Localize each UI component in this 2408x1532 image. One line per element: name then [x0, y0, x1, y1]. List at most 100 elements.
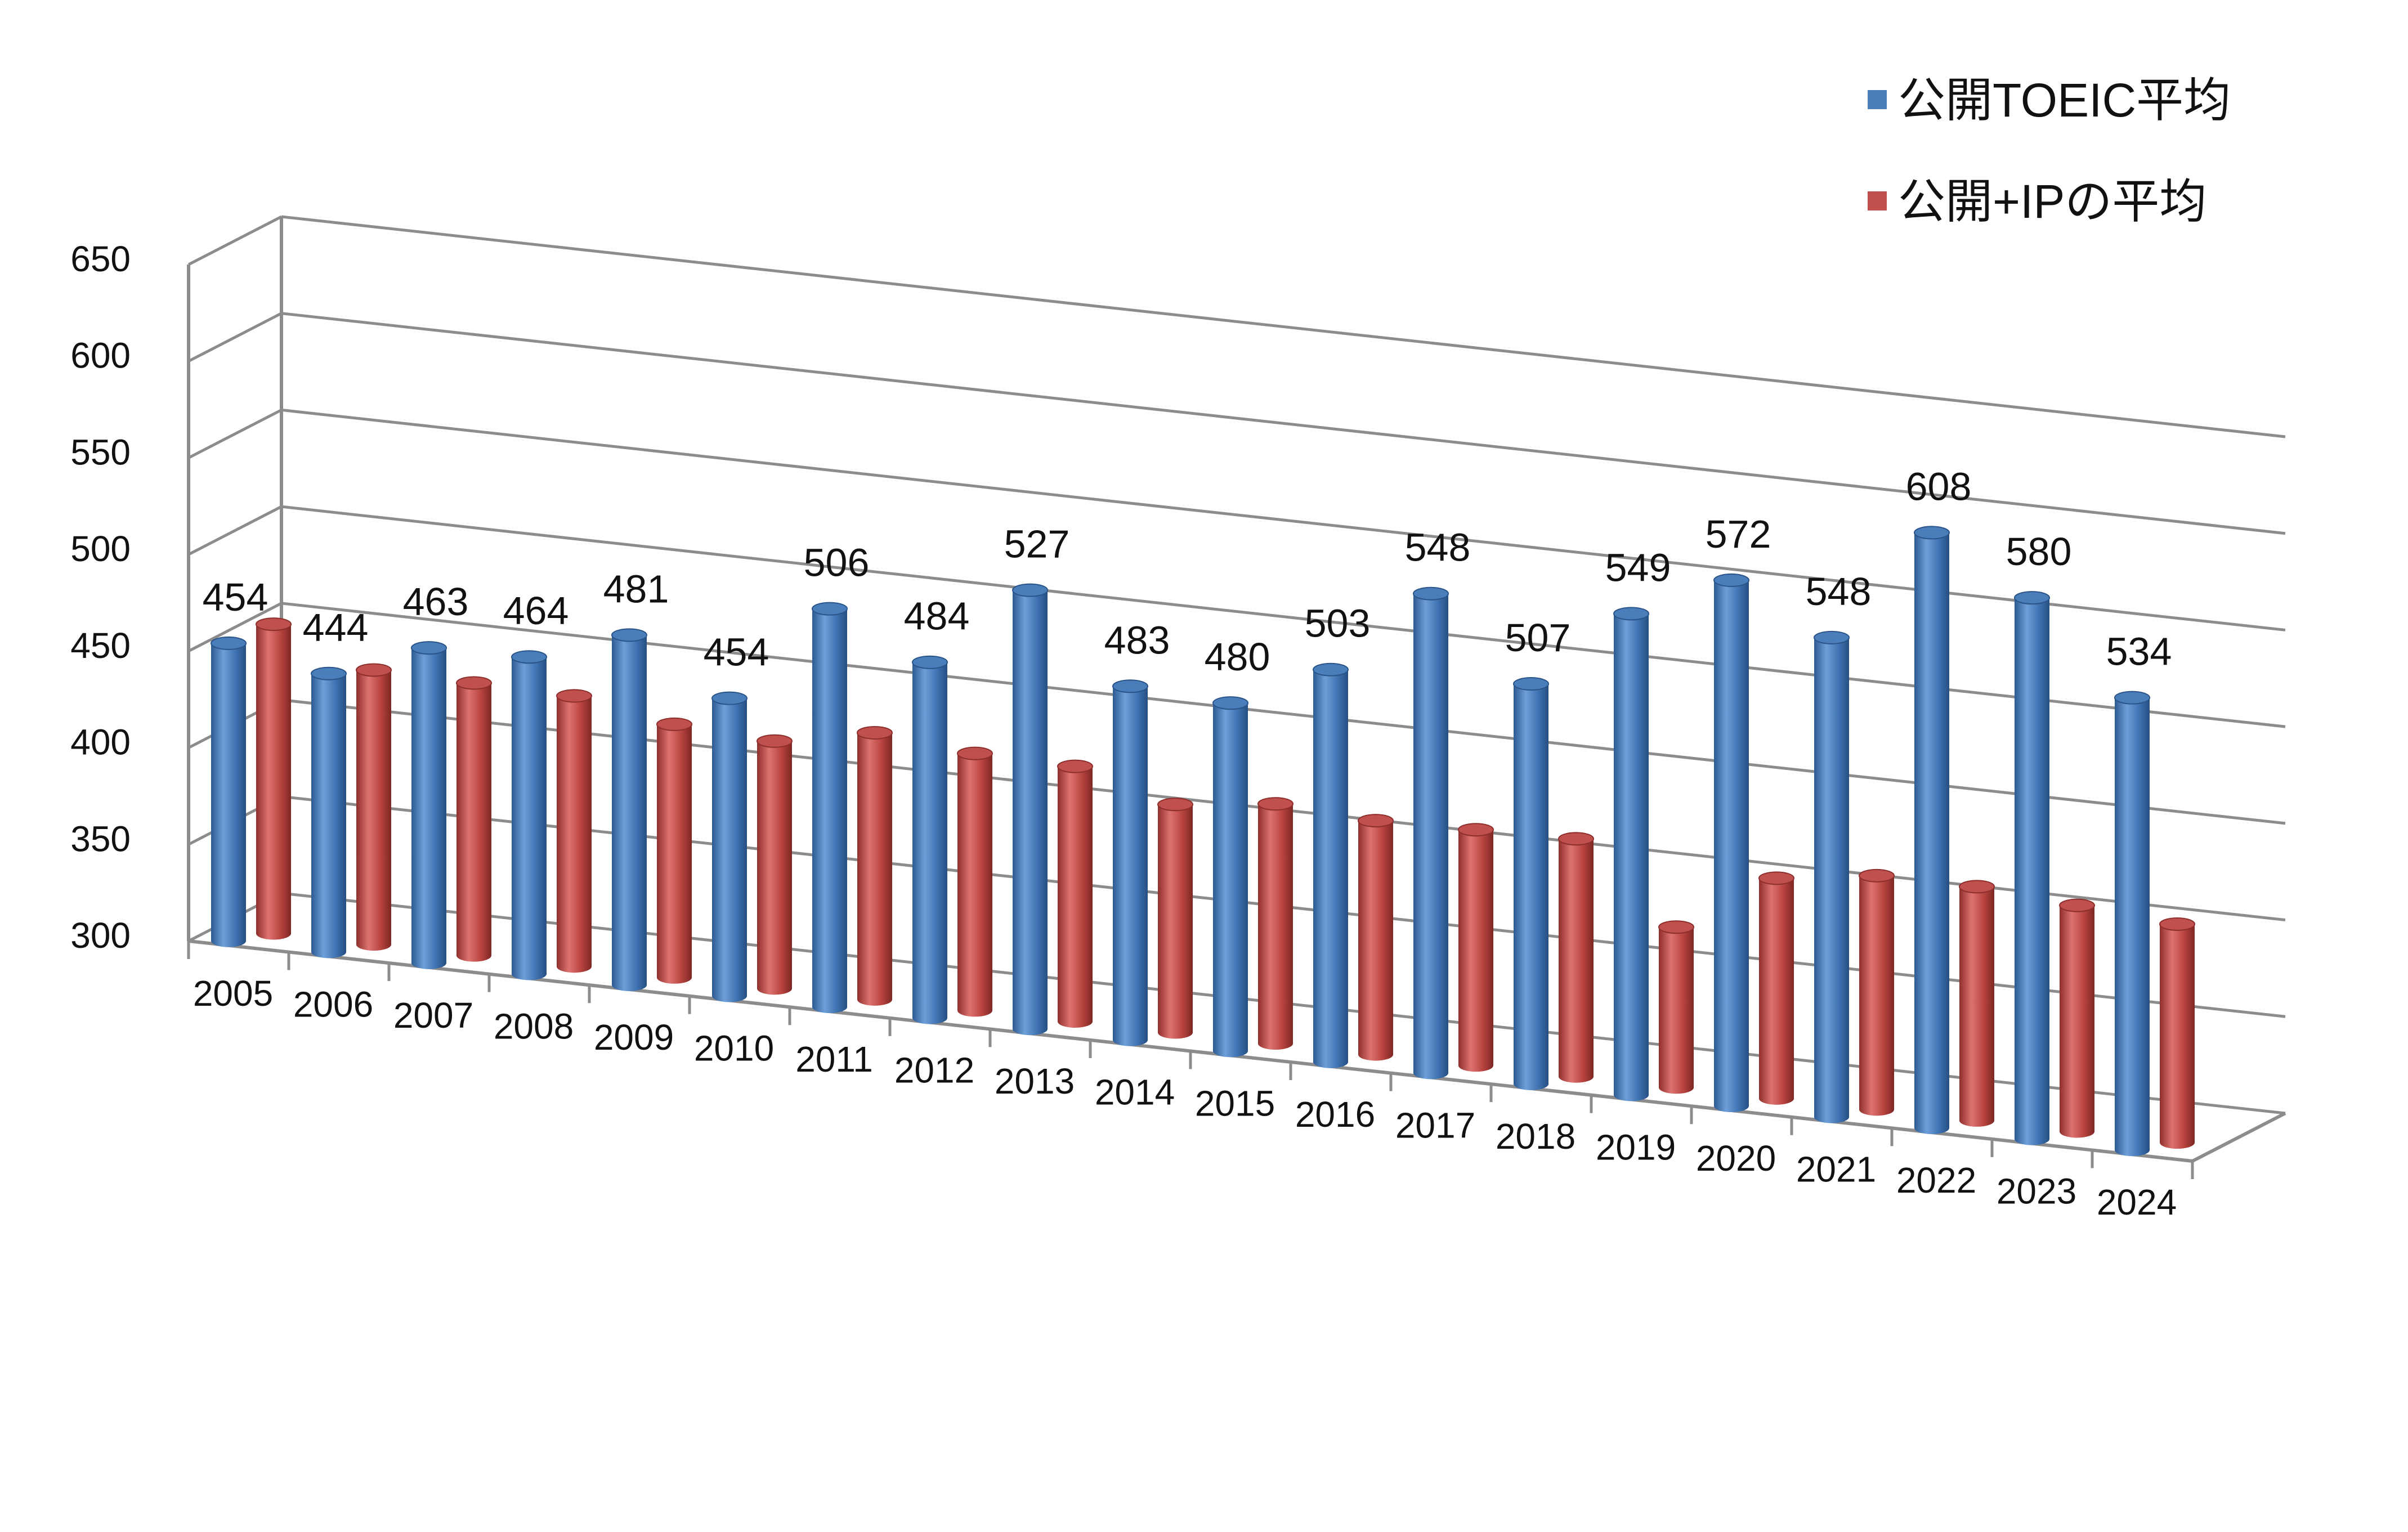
bar-body [456, 683, 491, 962]
bar-s0-2016 [1313, 662, 1349, 1068]
bar-top [1613, 607, 1649, 621]
value-label-2007: 463 [403, 580, 469, 624]
bar-top [1012, 583, 1048, 597]
x-tick-2015: 2015 [1195, 1083, 1275, 1123]
bar-s0-2015 [1212, 696, 1248, 1058]
bar-top [511, 650, 547, 664]
bar-s1-2021 [1859, 868, 1895, 1116]
bar-body [712, 698, 747, 1002]
bar-s0-2023 [2014, 591, 2050, 1145]
bar-s0-2010 [711, 691, 748, 1002]
bar-body [512, 657, 547, 980]
value-label-2017: 548 [1405, 526, 1471, 570]
bar-body [612, 635, 647, 991]
bar-s0-2014 [1112, 679, 1148, 1046]
bar-body [957, 753, 992, 1017]
bar-top [611, 628, 647, 642]
bar-body [1213, 703, 1248, 1058]
bar-body [356, 670, 391, 951]
bar-s1-2023 [2059, 898, 2095, 1138]
bar-top [1458, 823, 1494, 837]
bar-top [711, 691, 748, 705]
x-axis-right-edge [2191, 1112, 2286, 1163]
bar-s1-2008 [556, 689, 592, 973]
bar-body [657, 724, 692, 984]
bar-body [2015, 598, 2049, 1145]
bar-body [1058, 766, 1093, 1028]
bar-top [656, 717, 692, 731]
bar-top [912, 655, 948, 669]
bar-s1-2017 [1458, 823, 1494, 1072]
bar-s0-2012 [912, 655, 948, 1024]
value-label-2024: 534 [2106, 630, 2172, 674]
value-label-2019: 549 [1605, 545, 1671, 589]
bar-top [857, 725, 893, 740]
value-label-2022: 608 [1906, 464, 1972, 508]
bar-body [912, 662, 947, 1024]
bar-top [1959, 880, 1995, 894]
y-tick-550: 550 [70, 432, 131, 472]
legend-swatch-series-0 [1868, 90, 1887, 109]
bar-body [1013, 590, 1048, 1036]
bar-top [556, 689, 592, 703]
gridline-600 [281, 312, 2286, 535]
bar-s0-2013 [1012, 583, 1048, 1036]
bar-top [211, 636, 247, 650]
bar-body [857, 732, 892, 1006]
value-label-2010: 454 [704, 630, 769, 674]
gridline-500 [281, 505, 2286, 728]
x-axis-ticks: 2005 2006 2007 2008 2009 2010 2011 2012 2013 2014… [187, 941, 2194, 1222]
bar-s1-2010 [757, 734, 793, 995]
bar-top [757, 734, 793, 748]
bar-body [1859, 875, 1894, 1116]
bar-body [411, 648, 446, 969]
bar-top [2014, 591, 2050, 605]
gridline-side-650 [187, 215, 283, 266]
bar-s1-2016 [1358, 814, 1394, 1061]
gridline-650 [281, 215, 2286, 438]
value-label-2008: 464 [503, 589, 569, 633]
data-labels: 454 444 463 464 481 454 506 484 527 483 480 503 548 5… [203, 464, 2172, 679]
x-tick-2012: 2012 [894, 1050, 974, 1091]
bar-body [2060, 905, 2094, 1138]
y-tick-600: 600 [70, 335, 131, 376]
bar-top [1257, 797, 1293, 811]
bar-body [2160, 924, 2195, 1149]
x-tick-2008: 2008 [494, 1006, 574, 1046]
gridline-side-500 [187, 505, 283, 556]
bar-top [2059, 898, 2095, 912]
bar-body [1313, 669, 1348, 1068]
bar-top [1313, 662, 1349, 677]
x-tick-2005: 2005 [193, 973, 273, 1014]
x-tick-2024: 2024 [2097, 1182, 2177, 1222]
legend: 公開TOEIC平均 公開+IPの平均 [1868, 74, 2231, 228]
x-tick-2021: 2021 [1796, 1149, 1876, 1190]
value-label-2018: 507 [1505, 616, 1571, 660]
bar-top [1157, 798, 1193, 812]
x-tick-2018: 2018 [1496, 1116, 1576, 1157]
bar-body [757, 741, 792, 995]
bar-top [1057, 759, 1093, 773]
value-label-2020: 572 [1706, 512, 1771, 556]
bar-top [812, 602, 848, 616]
value-label-2009: 481 [603, 567, 669, 611]
bar-top [1112, 679, 1148, 693]
bar-top [2114, 691, 2150, 705]
bar-top [1814, 630, 1850, 644]
value-label-2006: 444 [303, 606, 369, 649]
value-label-2016: 503 [1305, 602, 1371, 646]
bar-s0-2007 [411, 641, 447, 969]
y-tick-650: 650 [70, 239, 131, 279]
bar-s0-2006 [311, 666, 347, 958]
bar-body [1413, 593, 1448, 1079]
bar-s0-2021 [1814, 630, 1850, 1123]
bar-s1-2005 [256, 617, 292, 940]
bar-s1-2015 [1257, 797, 1293, 1050]
x-tick-2016: 2016 [1295, 1094, 1375, 1135]
value-label-2023: 580 [2006, 530, 2072, 574]
bar-top [957, 746, 993, 760]
bar-body [1759, 878, 1794, 1105]
bar-body [211, 643, 246, 947]
bar-s1-2024 [2159, 917, 2195, 1149]
bar-body [812, 608, 847, 1014]
